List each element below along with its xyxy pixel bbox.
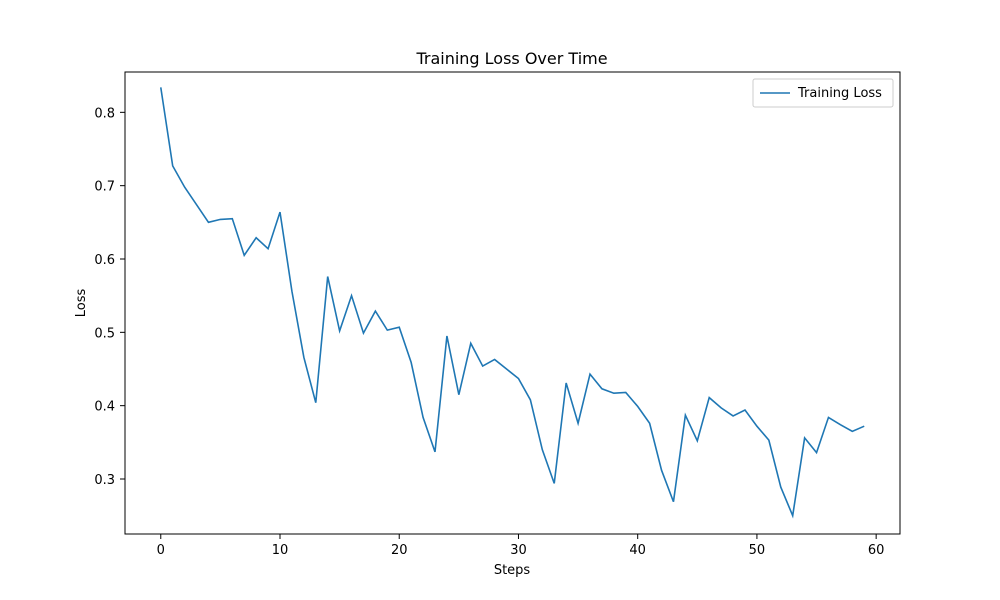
x-tick-label: 30 [510, 543, 527, 558]
x-tick-label: 50 [749, 543, 766, 558]
y-tick-label: 0.3 [94, 473, 115, 488]
legend: Training Loss [752, 78, 894, 108]
y-tick-label: 0.4 [94, 400, 115, 415]
x-tick-label: 20 [391, 543, 408, 558]
chart-title: Training Loss Over Time [415, 49, 607, 68]
x-tick-label: 60 [868, 543, 885, 558]
y-axis-label: Loss [74, 289, 89, 318]
x-tick-label: 0 [157, 543, 165, 558]
plot-area [124, 71, 901, 535]
y-axis-ticks: 0.3 0.4 0.5 0.6 0.7 0.8 [94, 106, 125, 488]
y-tick-label: 0.5 [94, 326, 115, 341]
x-tick-label: 40 [629, 543, 646, 558]
y-tick-label: 0.6 [94, 253, 115, 268]
legend-box [752, 78, 894, 108]
x-axis-ticks: 0 10 20 30 40 50 60 [157, 534, 885, 558]
series-line-training-loss [159, 87, 865, 519]
x-axis-label: Steps [494, 563, 531, 578]
legend-label-training-loss: Training Loss [797, 86, 882, 101]
y-tick-label: 0.7 [94, 180, 115, 195]
x-tick-label: 10 [272, 543, 289, 558]
y-tick-label: 0.8 [94, 106, 115, 121]
